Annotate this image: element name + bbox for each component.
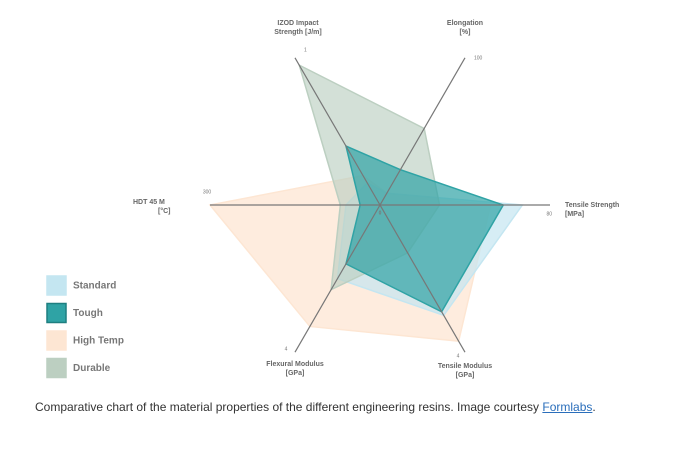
axis-label: Tensile Strength <box>565 202 619 209</box>
axis-line <box>379 204 466 353</box>
axis-label: [%] <box>460 29 471 36</box>
axis-max-label: 4 <box>457 353 460 359</box>
axis-max-label: 300 <box>203 189 212 195</box>
axis-label: [°C] <box>158 207 171 215</box>
caption-text: Comparative chart of the material proper… <box>35 400 543 414</box>
axis-max-label: 4 <box>285 346 288 352</box>
axis-line <box>294 204 381 353</box>
axis-label: [MPa] <box>565 211 584 218</box>
legend-label: High Temp <box>73 336 124 347</box>
caption: Comparative chart of the material proper… <box>35 400 675 415</box>
axis-line <box>294 57 381 206</box>
legend-swatch <box>46 302 67 324</box>
axis-max-label: 100 <box>474 55 483 61</box>
axis-label: [GPa] <box>286 370 305 377</box>
axis-label: IZOD Impact <box>277 20 319 27</box>
legend-label: Tough <box>73 308 103 319</box>
chart: 1 IZOD Impact Strength [J/m] 100 Elongation [… <box>46 20 619 379</box>
axis-label: Elongation <box>447 20 483 27</box>
caption-link[interactable]: Formlabs <box>542 400 593 414</box>
legend-label: Standard <box>73 281 116 292</box>
legend-swatch <box>46 330 67 351</box>
axis-label: Tensile Modulus <box>438 363 492 370</box>
axis-min-label: 0 <box>379 210 382 216</box>
legend-swatch <box>46 357 67 379</box>
axis-max-label: 1 <box>304 47 307 53</box>
axis-label: [GPa] <box>456 372 475 379</box>
axis-max-label: 80 <box>546 211 552 217</box>
legend-swatch <box>46 275 67 296</box>
axis-label: Flexural Modulus <box>266 361 324 368</box>
legend-label: Durable <box>73 363 111 374</box>
caption-end: . <box>592 400 596 414</box>
axis-line <box>379 57 466 206</box>
axis-label: Strength [J/m] <box>274 29 321 36</box>
axis-label: HDT 45 M <box>133 199 165 206</box>
